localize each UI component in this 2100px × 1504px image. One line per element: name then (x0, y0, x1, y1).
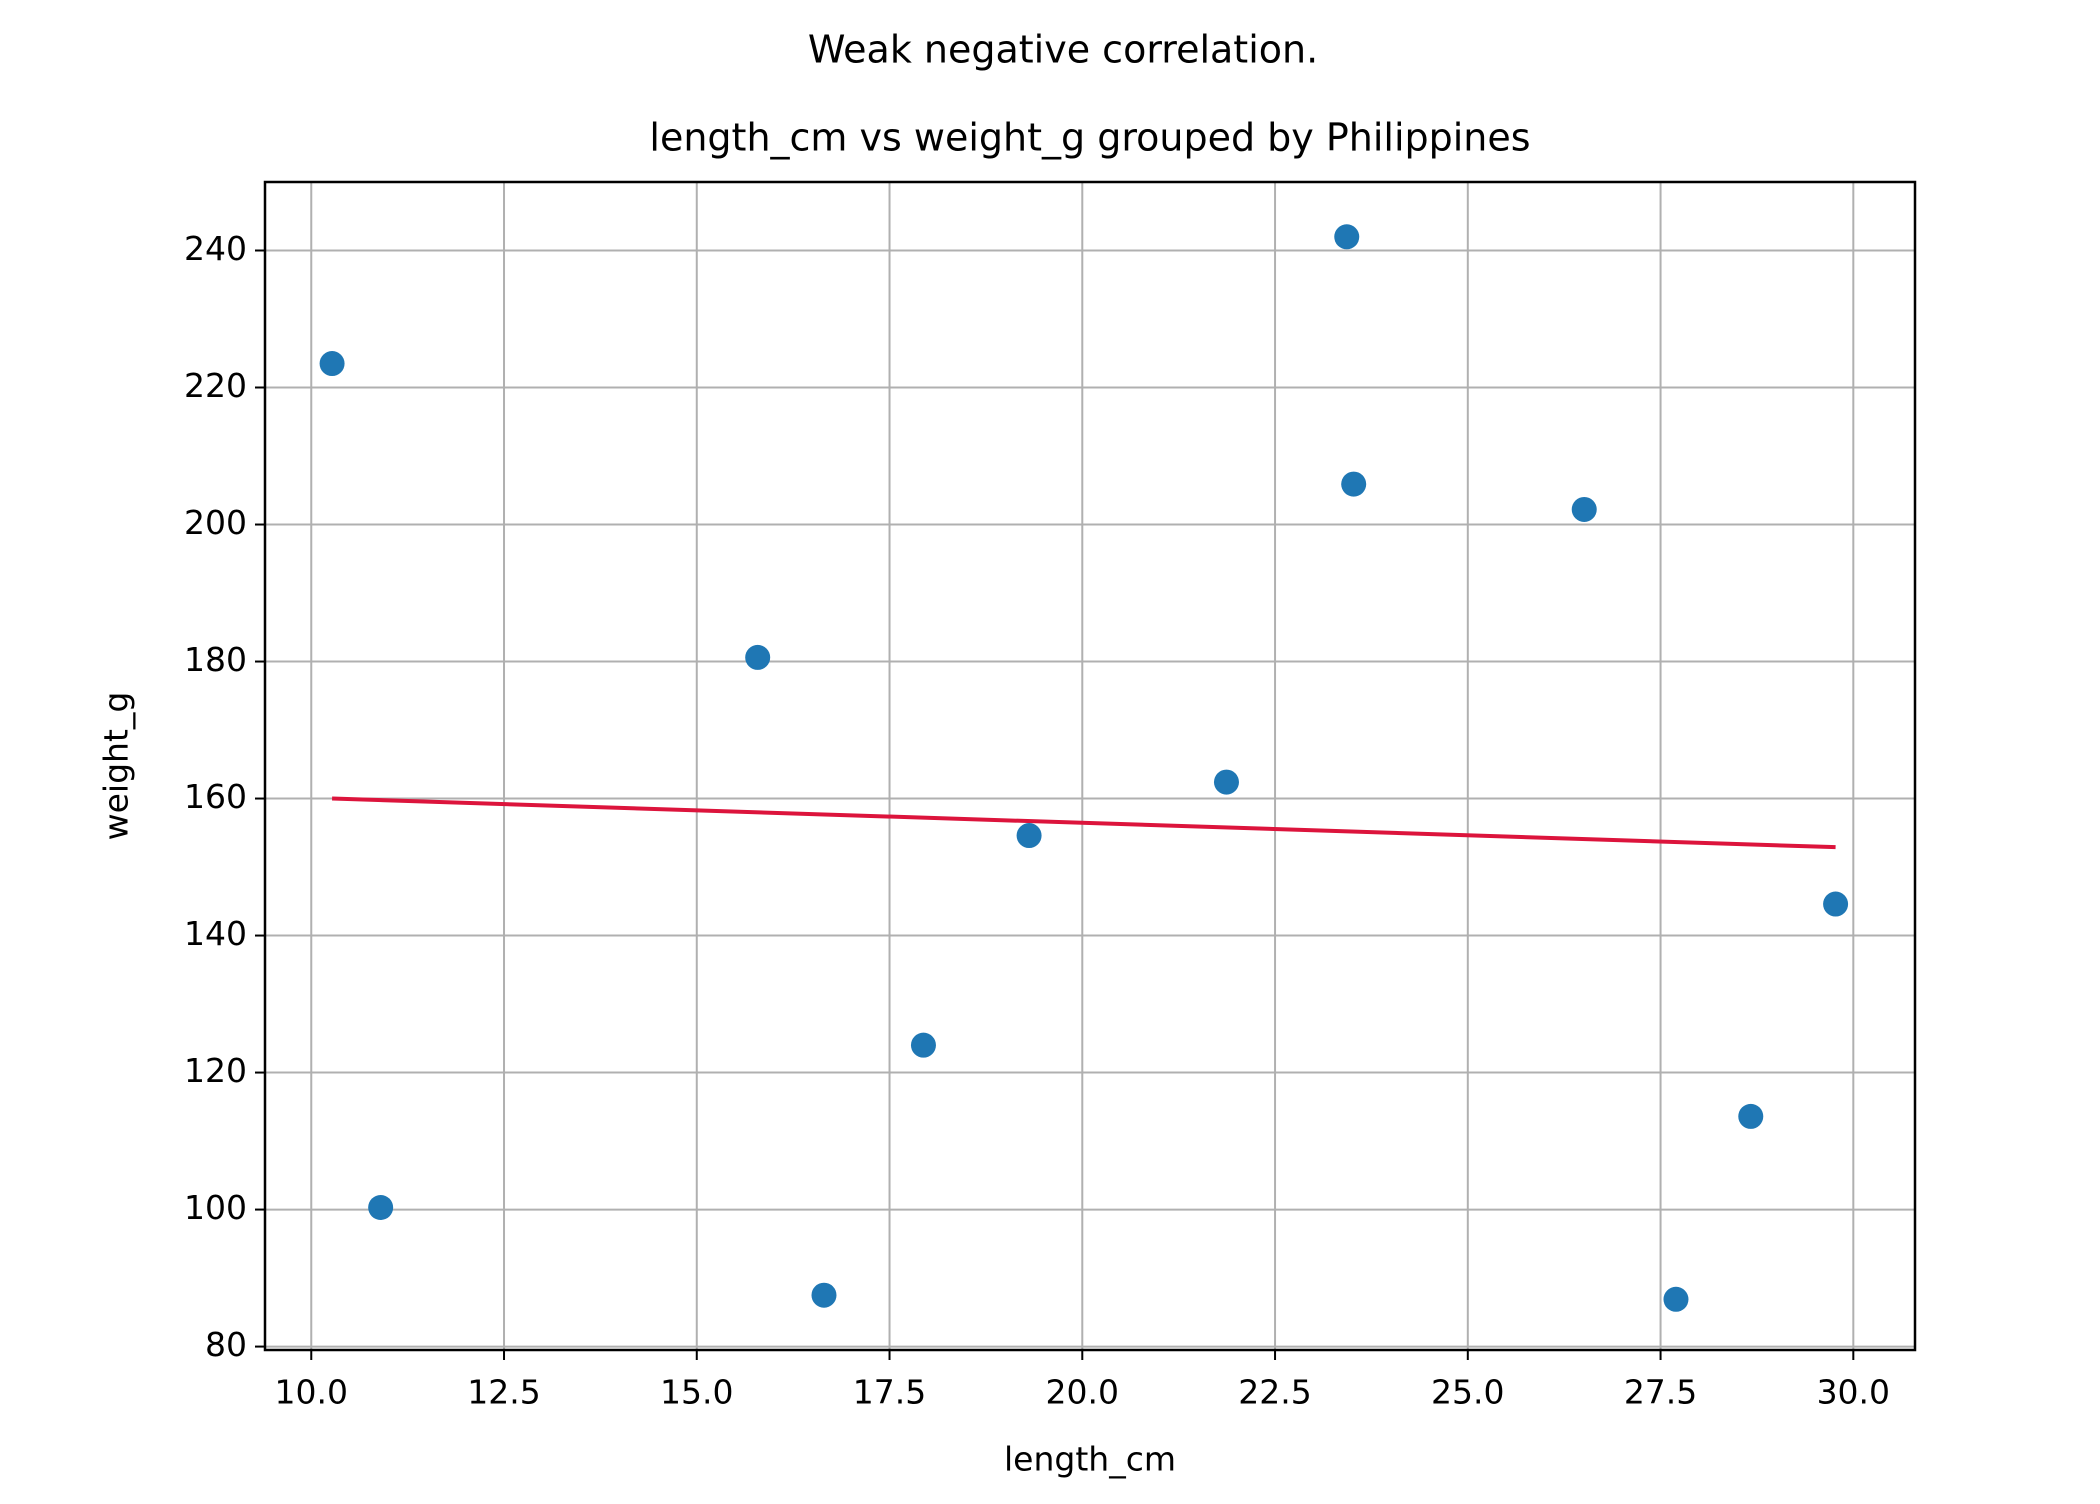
plot-frame (263, 180, 1917, 1352)
trend-line (332, 796, 1836, 850)
x-tick-label: 27.5 (1624, 1373, 1697, 1412)
x-axis-ticks: 10.0 12.5 15.0 17.5 20.0 22.5 25.0 27.5 30.0 (275, 1350, 1890, 1412)
scatter-point (1016, 823, 1042, 849)
y-axis-label: weight_g (97, 692, 136, 841)
scatter-point (1571, 496, 1597, 522)
y-tick-label: 200 (184, 503, 247, 542)
y-tick-label: 220 (184, 366, 247, 405)
x-tick-label: 17.5 (853, 1373, 926, 1412)
x-tick-label: 30.0 (1817, 1373, 1890, 1412)
scatter-point (1738, 1103, 1764, 1129)
x-tick-label: 25.0 (1431, 1373, 1504, 1412)
scatter-point (1341, 471, 1367, 497)
x-axis-label: length_cm (1004, 1440, 1176, 1479)
x-tick-label: 10.0 (275, 1373, 348, 1412)
x-tick-label: 12.5 (467, 1373, 540, 1412)
scatter-point (910, 1032, 936, 1058)
scatter-point (1823, 891, 1849, 917)
scatter-point (1334, 224, 1360, 250)
grid (265, 182, 1915, 1350)
y-tick-label: 120 (184, 1051, 247, 1090)
y-tick-label: 240 (184, 229, 247, 268)
scatter-point (368, 1195, 394, 1221)
scatter-point (319, 351, 345, 377)
scatter-point (1663, 1286, 1689, 1312)
y-axis-ticks: 80 100 120 140 160 180 200 220 240 (184, 229, 265, 1364)
scatter-point (811, 1282, 837, 1308)
y-tick-label: 140 (184, 914, 247, 953)
x-tick-label: 22.5 (1238, 1373, 1311, 1412)
y-tick-label: 180 (184, 640, 247, 679)
y-tick-label: 160 (184, 777, 247, 816)
chart-title: length_cm vs weight_g grouped by Philipp… (649, 116, 1530, 160)
y-tick-label: 100 (184, 1188, 247, 1227)
x-tick-label: 20.0 (1046, 1373, 1119, 1412)
chart-suptitle: Weak negative correlation. (808, 28, 1318, 72)
data-points (319, 224, 1849, 1312)
trend-line-layer (332, 796, 1836, 850)
scatter-point (1213, 769, 1239, 795)
scatter-point (745, 644, 771, 670)
x-tick-label: 15.0 (660, 1373, 733, 1412)
y-tick-label: 80 (205, 1325, 247, 1364)
